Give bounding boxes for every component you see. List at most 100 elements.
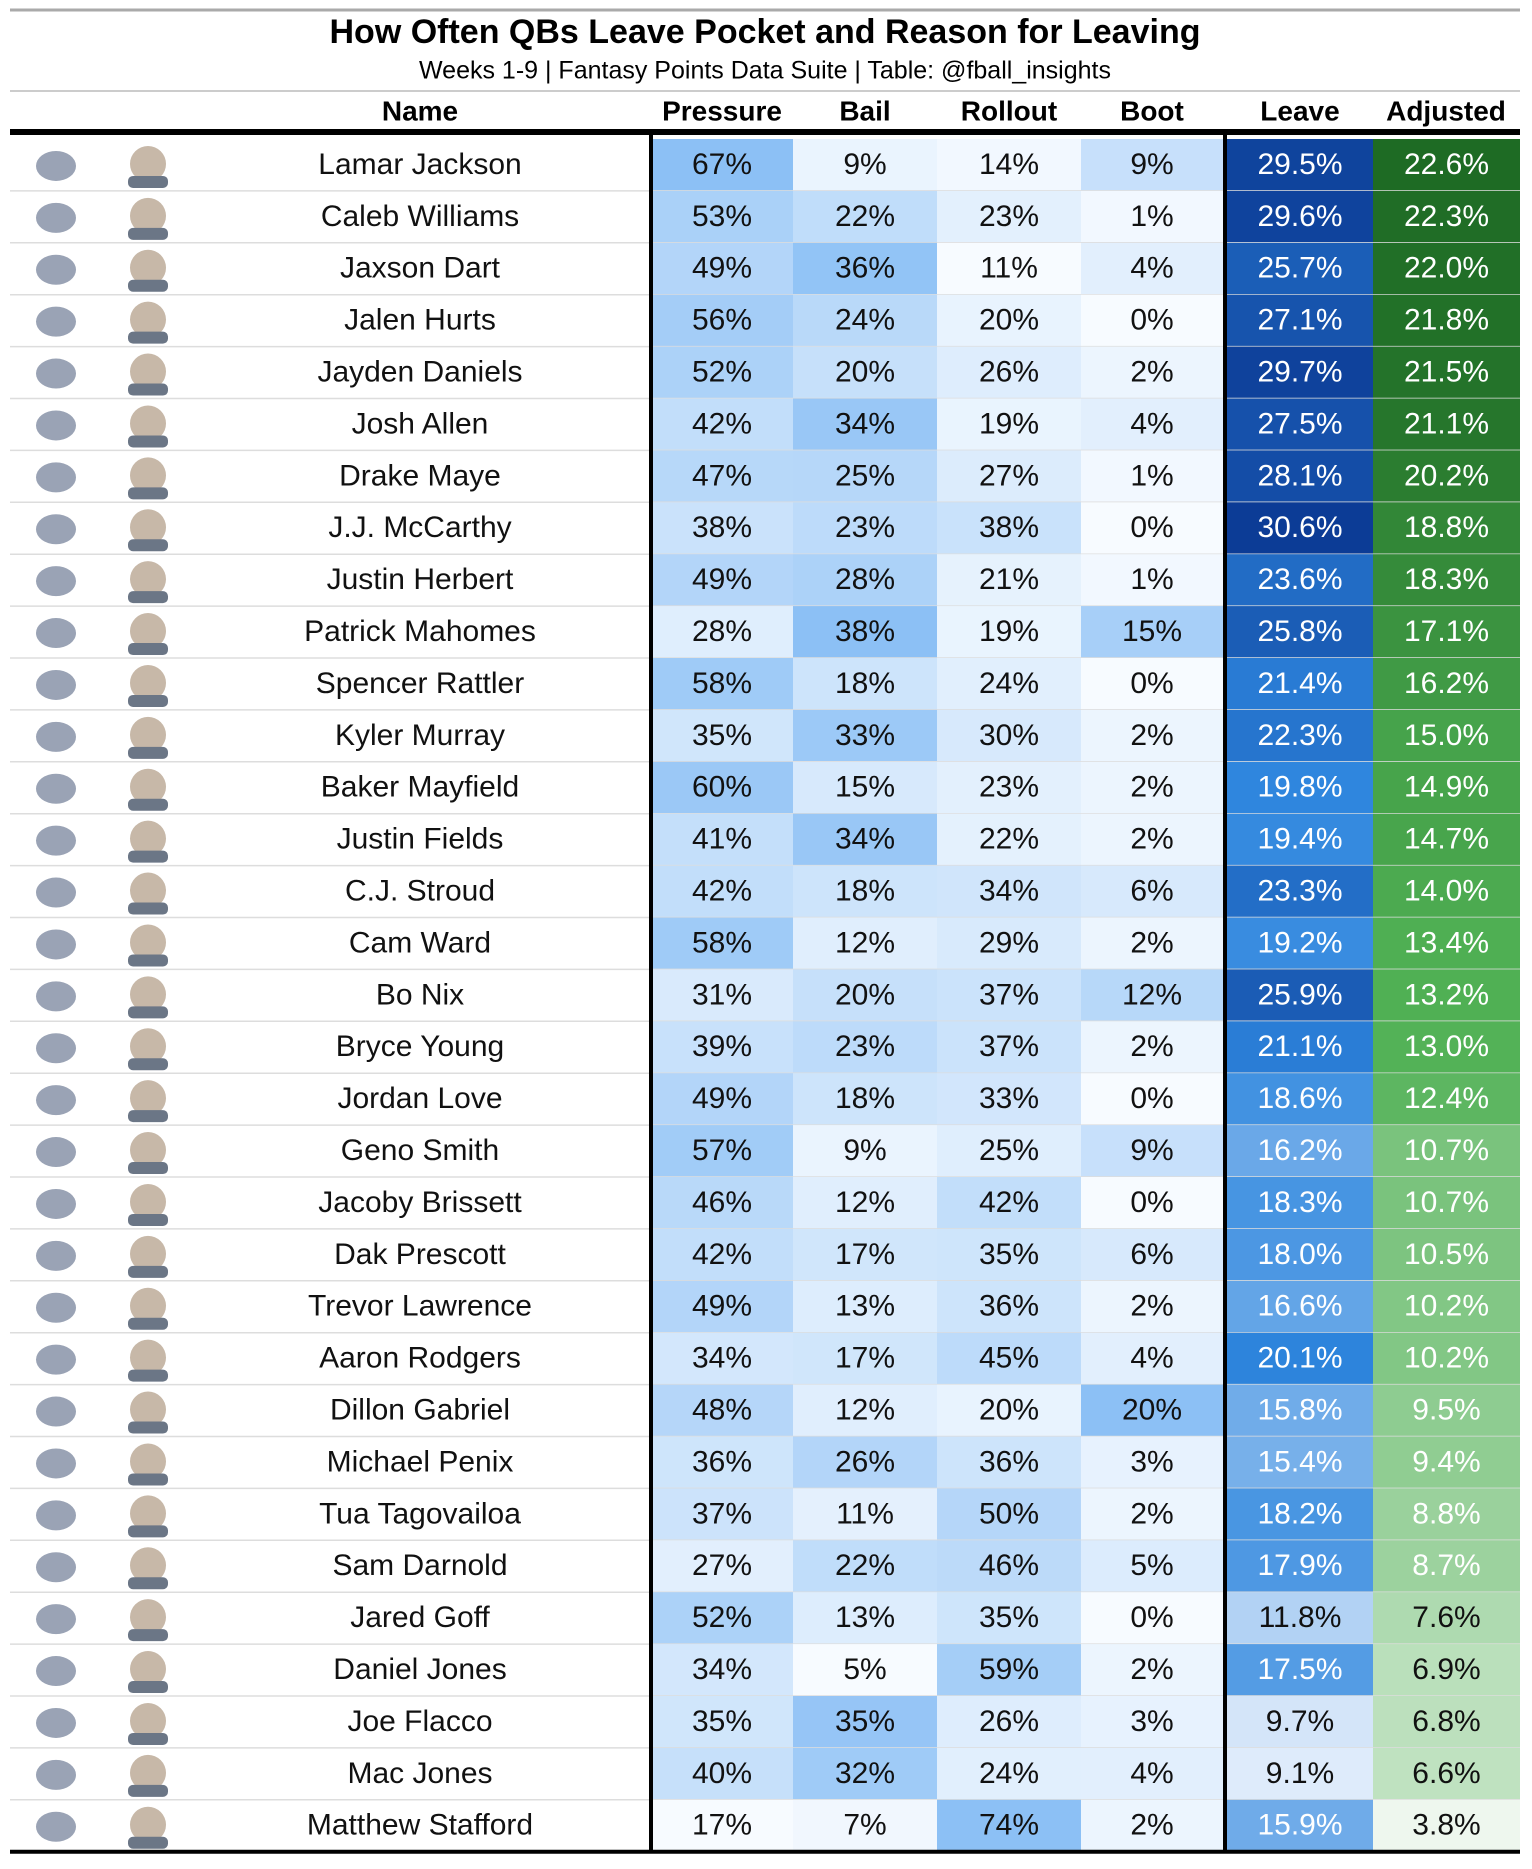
player-jersey bbox=[128, 954, 168, 967]
heat-cell bbox=[793, 1436, 937, 1489]
cell-value: 74% bbox=[979, 1809, 1039, 1842]
heat-cell bbox=[1373, 139, 1520, 191]
cell-value: 27.5% bbox=[1257, 407, 1342, 440]
heat-cell bbox=[651, 606, 793, 658]
player-name: Cam Ward bbox=[349, 926, 491, 959]
player-headshot bbox=[130, 249, 166, 286]
cell-value: 25% bbox=[979, 1134, 1039, 1167]
player-jersey bbox=[128, 435, 168, 448]
cell-value: 35% bbox=[692, 719, 752, 752]
player-headshot bbox=[130, 353, 166, 390]
player-name: Dillon Gabriel bbox=[330, 1393, 510, 1426]
cell-value: 58% bbox=[692, 926, 752, 959]
cell-value: 8.8% bbox=[1412, 1497, 1480, 1530]
cell-value: 34% bbox=[835, 407, 895, 440]
team-logo bbox=[36, 1759, 76, 1790]
team-logo bbox=[36, 877, 76, 908]
player-headshot bbox=[130, 1651, 166, 1688]
heat-cell bbox=[1081, 346, 1223, 399]
cell-value: 5% bbox=[843, 1653, 886, 1686]
cell-value: 57% bbox=[692, 1134, 752, 1167]
cell-value: 50% bbox=[979, 1497, 1039, 1530]
heat-cell bbox=[937, 1384, 1081, 1437]
cell-value: 49% bbox=[692, 1290, 752, 1323]
cell-value: 21.8% bbox=[1404, 304, 1489, 337]
heat-cell bbox=[1081, 1644, 1223, 1696]
heat-cell bbox=[1081, 709, 1223, 762]
heat-cell bbox=[793, 1177, 937, 1229]
cell-value: 5% bbox=[1130, 1549, 1173, 1582]
team-logo bbox=[36, 1552, 76, 1583]
heat-cell bbox=[937, 606, 1081, 658]
cell-value: 26% bbox=[835, 1445, 895, 1478]
heat-cell bbox=[1227, 1436, 1373, 1489]
team-logo bbox=[36, 566, 76, 597]
heat-cell bbox=[793, 450, 937, 503]
heat-cell bbox=[1081, 1073, 1223, 1126]
heat-cell bbox=[1227, 1073, 1373, 1126]
cell-value: 30% bbox=[979, 719, 1039, 752]
heat-cell bbox=[937, 294, 1081, 347]
heat-cell bbox=[937, 450, 1081, 503]
team-logo bbox=[36, 1656, 76, 1687]
cell-value: 13.0% bbox=[1404, 1030, 1489, 1063]
player-name: Drake Maye bbox=[339, 459, 501, 492]
heat-cell bbox=[1373, 294, 1520, 347]
cell-value: 19.4% bbox=[1257, 823, 1342, 856]
column-header: Pressure bbox=[662, 95, 782, 126]
cell-value: 0% bbox=[1130, 667, 1173, 700]
cell-value: 12% bbox=[835, 1186, 895, 1219]
player-jersey bbox=[128, 1577, 168, 1590]
heat-cell bbox=[937, 1280, 1081, 1333]
heat-cell bbox=[651, 1592, 793, 1645]
cell-value: 24% bbox=[835, 304, 895, 337]
cell-value: 19.2% bbox=[1257, 926, 1342, 959]
team-logo bbox=[36, 981, 76, 1012]
player-name: Aaron Rodgers bbox=[319, 1342, 521, 1375]
heat-cell bbox=[1227, 1228, 1373, 1281]
cell-value: 16.2% bbox=[1404, 667, 1489, 700]
heat-cell bbox=[1373, 1021, 1520, 1074]
cell-value: 35% bbox=[979, 1601, 1039, 1634]
column-header: Name bbox=[382, 95, 458, 126]
cell-value: 15% bbox=[1122, 615, 1182, 648]
cell-value: 10.7% bbox=[1404, 1186, 1489, 1219]
cell-value: 9% bbox=[1130, 1134, 1173, 1167]
heat-cell bbox=[651, 1021, 793, 1074]
cell-value: 45% bbox=[979, 1342, 1039, 1375]
player-headshot bbox=[130, 1443, 166, 1480]
heat-cell bbox=[651, 709, 793, 762]
column-header: Bail bbox=[839, 95, 890, 126]
heat-cell bbox=[1373, 813, 1520, 866]
cell-value: 59% bbox=[979, 1653, 1039, 1686]
player-headshot bbox=[130, 1391, 166, 1428]
team-logo bbox=[36, 773, 76, 804]
cell-value: 25.7% bbox=[1257, 252, 1342, 285]
heat-cell bbox=[651, 398, 793, 451]
heat-cell bbox=[651, 761, 793, 814]
cell-value: 18.3% bbox=[1257, 1186, 1342, 1219]
player-headshot bbox=[130, 145, 166, 182]
column-header: Adjusted bbox=[1386, 95, 1506, 126]
player-name: Tua Tagovailoa bbox=[319, 1497, 521, 1530]
heat-cell bbox=[793, 761, 937, 814]
cell-value: 34% bbox=[692, 1342, 752, 1375]
heat-cell bbox=[651, 1696, 793, 1748]
cell-value: 36% bbox=[979, 1290, 1039, 1323]
heat-cell bbox=[651, 1488, 793, 1541]
heat-cell bbox=[793, 1592, 937, 1645]
heat-cell bbox=[1081, 294, 1223, 347]
heat-cell bbox=[937, 865, 1081, 918]
team-logo bbox=[36, 1188, 76, 1219]
player-name: Justin Herbert bbox=[327, 563, 514, 596]
cell-value: 52% bbox=[692, 1601, 752, 1634]
heat-cell bbox=[1227, 1696, 1373, 1748]
cell-value: 35% bbox=[692, 1705, 752, 1738]
player-jersey bbox=[128, 1265, 168, 1278]
player-headshot bbox=[130, 457, 166, 494]
cell-value: 18.6% bbox=[1257, 1082, 1342, 1115]
heat-cell bbox=[793, 294, 937, 347]
cell-value: 9.7% bbox=[1266, 1705, 1334, 1738]
heat-cell bbox=[1081, 1696, 1223, 1748]
heat-cell bbox=[1373, 1488, 1520, 1541]
